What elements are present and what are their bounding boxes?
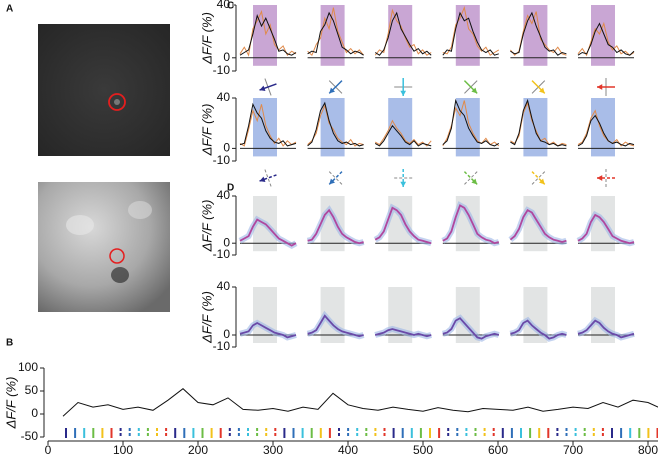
arrow-head <box>539 87 545 94</box>
arrow-head <box>597 84 603 90</box>
y-tick-label: -10 <box>213 339 231 353</box>
y-tick-label: 50 <box>25 383 39 397</box>
image-mean <box>38 24 170 156</box>
arrow-head <box>471 178 478 185</box>
trace <box>442 317 500 340</box>
trace <box>577 22 635 56</box>
trace <box>374 11 432 56</box>
x-tick-label: 600 <box>488 443 508 456</box>
arrow-head <box>400 181 407 187</box>
trace <box>510 319 567 340</box>
stimulus-shade <box>591 98 615 157</box>
trace <box>239 104 297 147</box>
y-tick-label: 40 <box>217 188 231 202</box>
trace <box>374 206 432 245</box>
trace <box>307 7 364 57</box>
stimulus-shade <box>320 5 345 66</box>
y-tick-label: 40 <box>217 0 231 11</box>
trace <box>577 114 635 147</box>
trace <box>307 104 364 147</box>
x-tick-label: 300 <box>263 443 283 456</box>
arrow-head <box>329 178 335 185</box>
x-tick-label: 500 <box>413 443 433 456</box>
panel-label: D <box>227 183 234 194</box>
y-axis-label: ΔF/F (%) <box>3 377 18 430</box>
cell <box>114 99 120 105</box>
arrow-head <box>259 85 266 91</box>
trace <box>577 109 635 147</box>
y-tick-label: 40 <box>217 279 231 293</box>
grating-bar <box>531 171 546 185</box>
y-tick-label: 0 <box>223 50 230 64</box>
trace <box>307 314 364 338</box>
trace <box>239 102 297 147</box>
stimulus-shade <box>388 5 413 66</box>
x-tick-label: 800 <box>638 443 658 456</box>
y-axis-label: ΔF/F (%) <box>199 12 214 65</box>
stimulus-shade <box>591 5 615 66</box>
y-tick-label: 40 <box>217 90 231 104</box>
y-tick-label: -10 <box>213 63 231 77</box>
trace <box>510 11 567 56</box>
trace <box>239 218 297 247</box>
direction-arrows <box>259 78 615 187</box>
trace <box>239 321 297 339</box>
image-zoom <box>38 182 170 312</box>
panel-label: C <box>227 1 234 12</box>
y-axis-label: ΔF/F (%) <box>199 104 214 157</box>
arrow-head <box>597 175 603 181</box>
arrow-head <box>471 87 478 94</box>
y-tick-label: -10 <box>213 153 231 167</box>
panel-label: A <box>6 4 13 15</box>
trace <box>442 204 500 245</box>
grating-bar <box>464 171 478 185</box>
trace <box>577 319 635 339</box>
stimulus-shade <box>388 98 413 157</box>
trace <box>374 119 432 147</box>
cell-blob <box>128 201 152 219</box>
arrow-head <box>259 176 266 182</box>
stimulus-shade <box>320 98 345 157</box>
x-tick-label: 200 <box>188 443 208 456</box>
arrow-head <box>329 87 335 94</box>
stimulus-shade <box>523 98 548 157</box>
y-tick-label: 0 <box>223 141 230 155</box>
roi-circle <box>108 93 126 111</box>
roi-circle <box>109 248 125 264</box>
trace <box>442 11 499 56</box>
cell-blob <box>66 215 94 235</box>
x-tick-label: 700 <box>563 443 583 456</box>
trace <box>307 208 364 245</box>
trace <box>442 5 500 56</box>
trace <box>577 213 635 245</box>
trace <box>509 209 567 243</box>
arrow-head <box>400 90 407 96</box>
trace <box>374 328 432 338</box>
y-tick-label: 0 <box>223 235 230 249</box>
trace <box>307 101 364 147</box>
y-tick-label: 0 <box>223 327 230 341</box>
y-tick-label: 0 <box>31 406 38 420</box>
y-tick-label: 100 <box>18 360 38 374</box>
y-axis-label: ΔF/F (%) <box>199 200 214 253</box>
arrow-head <box>539 178 545 185</box>
y-axis-label: ΔF/F (%) <box>199 291 214 344</box>
trace <box>239 13 297 56</box>
y-tick-label: -50 <box>21 429 39 443</box>
trace <box>62 388 658 417</box>
x-tick-label: 400 <box>338 443 358 456</box>
trace <box>442 98 500 147</box>
stimulus-shade <box>320 196 345 252</box>
x-tick-label: 0 <box>45 443 52 456</box>
panel-label: B <box>6 338 13 349</box>
vessel <box>111 267 129 283</box>
trace <box>307 11 364 56</box>
x-tick-label: 100 <box>113 443 133 456</box>
y-tick-label: -10 <box>213 247 231 261</box>
trace <box>510 98 567 147</box>
trace <box>374 124 432 147</box>
grating-bar <box>264 169 272 187</box>
grating-bar <box>328 171 343 185</box>
